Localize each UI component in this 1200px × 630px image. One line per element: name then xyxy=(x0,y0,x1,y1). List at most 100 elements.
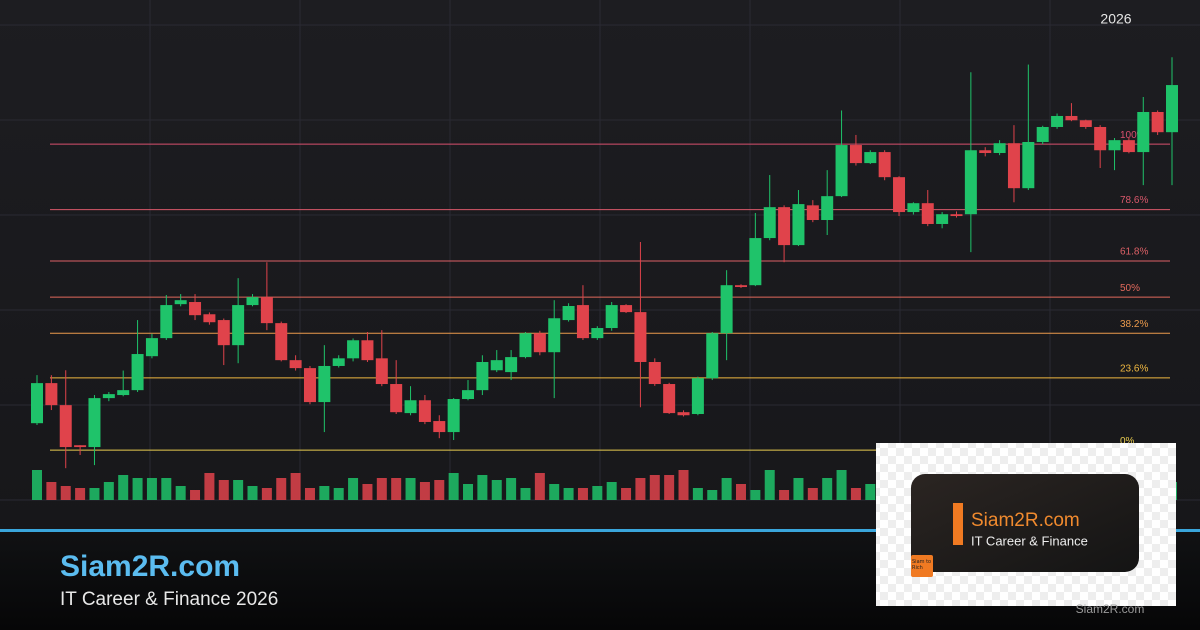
candle-body xyxy=(174,300,187,305)
volume-bar xyxy=(233,480,244,500)
candle-body xyxy=(1137,111,1150,153)
volume-bar xyxy=(319,486,330,500)
candle-body xyxy=(1094,126,1107,151)
volume-bar xyxy=(118,475,129,500)
candle-body xyxy=(1065,115,1078,121)
candle-body xyxy=(1036,126,1049,142)
volume-bar xyxy=(592,486,603,500)
candle-body xyxy=(663,384,676,414)
volume-bar xyxy=(477,475,488,500)
volume-bar xyxy=(391,478,402,500)
candle-body xyxy=(533,333,546,353)
volume-bar xyxy=(563,488,574,500)
candle-body xyxy=(620,305,633,313)
fib-label: 61.8% xyxy=(1120,247,1148,258)
volume-bar xyxy=(506,478,517,500)
candle-body xyxy=(648,361,661,385)
candle-body xyxy=(1151,111,1164,133)
candle-body xyxy=(160,305,173,339)
volume-bar xyxy=(218,480,229,500)
candle-body xyxy=(476,361,489,391)
watermark: Siam2R.com xyxy=(1076,602,1145,616)
candle-body xyxy=(289,360,302,369)
candle-body xyxy=(102,394,115,399)
volume-bar xyxy=(534,473,545,500)
candle-body xyxy=(390,384,403,413)
volume-bar xyxy=(190,490,201,500)
volume-bar xyxy=(290,473,301,500)
volume-bar xyxy=(606,482,617,500)
candle-body xyxy=(519,333,532,358)
volume-bar xyxy=(89,488,100,500)
volume-bar xyxy=(678,470,689,500)
candle-body xyxy=(835,145,848,197)
volume-bar xyxy=(721,478,732,500)
fib-label: 100% xyxy=(1120,130,1146,141)
candle-body xyxy=(634,312,647,362)
volume-bar xyxy=(204,473,215,500)
volume-bar xyxy=(549,484,560,500)
fib-label: 0% xyxy=(1120,436,1135,447)
volume-bar xyxy=(448,473,459,500)
candle-body xyxy=(447,399,460,433)
candle-body xyxy=(864,152,877,164)
candle-body xyxy=(893,177,906,213)
candle-body xyxy=(1051,115,1064,127)
candle-body xyxy=(878,152,891,178)
candle-body xyxy=(31,383,43,424)
volume-bar xyxy=(707,490,718,500)
logo-card: Siam2R.com IT Career & Finance Siam to R… xyxy=(876,443,1176,606)
volume-bar xyxy=(692,488,703,500)
candle-body xyxy=(691,378,704,415)
volume-bar xyxy=(103,482,114,500)
volume-bar xyxy=(750,490,761,500)
candle-body xyxy=(275,323,288,361)
candle-body xyxy=(203,314,216,323)
volume-bar xyxy=(333,488,344,500)
volume-bar xyxy=(850,488,861,500)
logo-icon-frame: Siam to Rich xyxy=(912,559,932,571)
volume-bar xyxy=(822,478,833,500)
candle-body xyxy=(375,358,388,385)
candle-body xyxy=(361,340,374,361)
volume-bar xyxy=(635,478,646,500)
logo-icon-text: Siam to Rich xyxy=(912,559,932,571)
year-label: 2026 xyxy=(1100,11,1131,27)
candle-body xyxy=(562,305,575,321)
logo-panel xyxy=(911,474,1139,572)
candle-body xyxy=(332,358,345,366)
candle-body xyxy=(763,207,776,239)
candle-body xyxy=(964,150,977,215)
candle-body xyxy=(404,400,417,414)
volume-bar xyxy=(146,478,157,500)
candle-body xyxy=(821,196,834,221)
volume-bar xyxy=(520,488,531,500)
candle-body xyxy=(1122,140,1135,153)
volume-bar xyxy=(491,480,502,500)
volume-bar xyxy=(161,478,172,500)
candle-body xyxy=(418,400,431,422)
candle-body xyxy=(1108,140,1121,151)
volume-bar xyxy=(276,478,287,500)
candle-body xyxy=(921,203,934,224)
candle-body xyxy=(318,365,331,403)
candle-body xyxy=(1079,120,1092,127)
volume-bar xyxy=(348,478,359,500)
logo-tagline: IT Career & Finance xyxy=(971,533,1088,548)
candle-body xyxy=(462,390,475,400)
volume-bar xyxy=(621,488,632,500)
fib-label: 23.6% xyxy=(1120,364,1148,375)
divider xyxy=(0,529,1200,532)
volume-bar xyxy=(247,486,258,500)
candle-body xyxy=(490,360,503,371)
volume-bar xyxy=(434,480,445,500)
volume-bar xyxy=(304,488,315,500)
volume-bar xyxy=(764,470,775,500)
candle-body xyxy=(347,340,360,359)
candle-body xyxy=(433,421,446,433)
volume-bar xyxy=(405,478,416,500)
volume-bar xyxy=(175,486,186,500)
candle-body xyxy=(979,150,992,153)
volume-bar xyxy=(60,486,71,500)
